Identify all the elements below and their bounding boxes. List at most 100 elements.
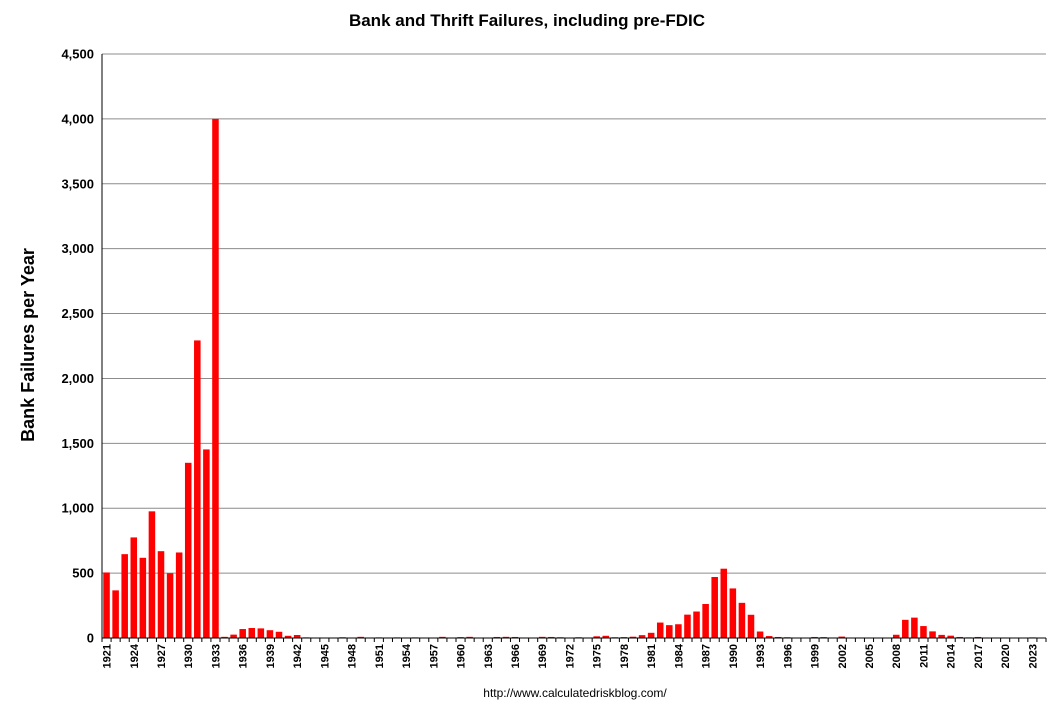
axes (101, 54, 1047, 642)
bar-1979 (629, 636, 637, 638)
y-tick-label: 4,500 (61, 47, 94, 62)
bar-1922 (112, 590, 119, 638)
bar-1924 (130, 537, 138, 638)
x-tick-label: 1993 (755, 644, 767, 668)
x-tick-label: 1939 (265, 644, 277, 668)
bar-1990 (729, 588, 737, 638)
x-tick-label: 2020 (1000, 644, 1012, 668)
x-tick-label: 1927 (156, 644, 168, 668)
y-tick-label: 500 (72, 566, 94, 581)
x-tick-label: 1981 (646, 644, 658, 668)
y-tick-label: 4,000 (61, 111, 94, 126)
bar-1975 (593, 636, 600, 638)
bar-1925 (139, 557, 147, 638)
bar-1983 (666, 625, 673, 638)
bar-1995 (774, 636, 782, 638)
y-tick-label: 3,000 (61, 241, 94, 256)
x-tick-label: 1990 (728, 644, 740, 668)
bar-1988 (711, 577, 718, 638)
y-axis-label: Bank Failures per Year (18, 248, 38, 442)
bar-2008 (892, 634, 900, 638)
x-tick-label: 1978 (619, 644, 631, 668)
x-tick-label: 1933 (210, 644, 222, 668)
bar-1994 (765, 636, 773, 638)
y-tick-label: 3,500 (61, 176, 94, 191)
x-tick-label: 2008 (891, 644, 903, 668)
y-tick-label: 2,500 (61, 306, 94, 321)
bar-2014 (947, 635, 954, 638)
bar-1969 (538, 636, 546, 638)
bar-1923 (121, 554, 128, 638)
x-tick-label: 1930 (183, 644, 195, 668)
bar-1927 (157, 551, 165, 638)
x-tick-label: 1960 (456, 644, 468, 668)
x-tick-label: 1921 (102, 644, 114, 668)
bar-1931 (194, 340, 201, 638)
bar-1935 (230, 634, 237, 638)
x-tick-label: 1987 (701, 644, 713, 668)
x-tick-label: 1984 (673, 643, 685, 668)
bars (103, 118, 1045, 638)
y-tick-label: 1,000 (61, 501, 94, 516)
bar-1936 (239, 629, 246, 638)
bar-1933 (212, 118, 219, 638)
bar-1921 (103, 572, 110, 638)
bar-1942 (293, 635, 301, 638)
x-tick-label: 1945 (319, 644, 331, 668)
bar-1930 (184, 462, 192, 638)
bar-1941 (284, 635, 292, 638)
x-tick-labels: 1921 1924 1927 1930 1933 1936 1939 1942 1945 1948… (102, 643, 1040, 668)
bar-1986 (693, 611, 700, 638)
x-tick-label: 1948 (347, 644, 359, 668)
bar-2010 (911, 617, 918, 638)
x-tick-label: 2017 (973, 644, 985, 668)
bar-1966 (511, 636, 519, 638)
bar-2009 (902, 619, 909, 638)
x-tick-label: 1999 (810, 644, 822, 668)
bar-2015 (956, 636, 964, 638)
x-tick-label: 1969 (537, 644, 549, 668)
bar-1965 (502, 636, 510, 638)
bar-1993 (756, 631, 764, 638)
x-tick-label: 2011 (918, 644, 930, 668)
bar-1970 (548, 636, 555, 638)
y-tick-label: 0 (87, 631, 94, 646)
bar-1987 (702, 603, 709, 638)
bar-1940 (275, 631, 283, 638)
bar-1939 (266, 630, 274, 638)
bar-1934 (221, 636, 228, 638)
x-tick-label: 1966 (510, 644, 522, 668)
bar-1964 (493, 636, 501, 638)
bar-1961 (466, 636, 473, 638)
bar-2017 (974, 636, 982, 638)
x-tick-label: 1996 (782, 644, 794, 668)
x-tick-label: 1957 (428, 644, 440, 668)
bar-1985 (684, 614, 691, 638)
y-tick-labels: 0 500 1,000 1,500 2,000 2,500 3,000 3,500 4,000 4… (61, 47, 94, 646)
source-url: http://www.calculatedriskblog.com/ (483, 686, 667, 700)
x-tick-label: 1954 (401, 643, 413, 668)
bar-1937 (248, 628, 256, 638)
bar-1949 (357, 636, 364, 638)
x-tick-label: 2023 (1027, 644, 1039, 668)
bar-1980 (638, 635, 646, 638)
x-tick-label: 1936 (238, 644, 250, 668)
x-tick-label: 1963 (483, 644, 495, 668)
x-tick-label: 2014 (946, 643, 958, 668)
x-tick-label: 2005 (864, 644, 876, 668)
x-tick-label: 1972 (564, 644, 576, 668)
bar-1976 (602, 635, 610, 638)
bar-1992 (747, 614, 755, 638)
bar-1926 (148, 511, 156, 638)
bar-1984 (675, 624, 682, 638)
bar-1928 (166, 573, 174, 638)
bar-2013 (938, 634, 945, 638)
x-tick-label: 2002 (837, 644, 849, 668)
bar-1989 (720, 568, 728, 638)
x-tick-label: 1951 (374, 644, 386, 668)
bar-1982 (656, 622, 664, 638)
x-tick-label: 1975 (592, 644, 604, 668)
x-tick-label: 1942 (292, 644, 304, 668)
y-tick-label: 2,000 (61, 371, 94, 386)
